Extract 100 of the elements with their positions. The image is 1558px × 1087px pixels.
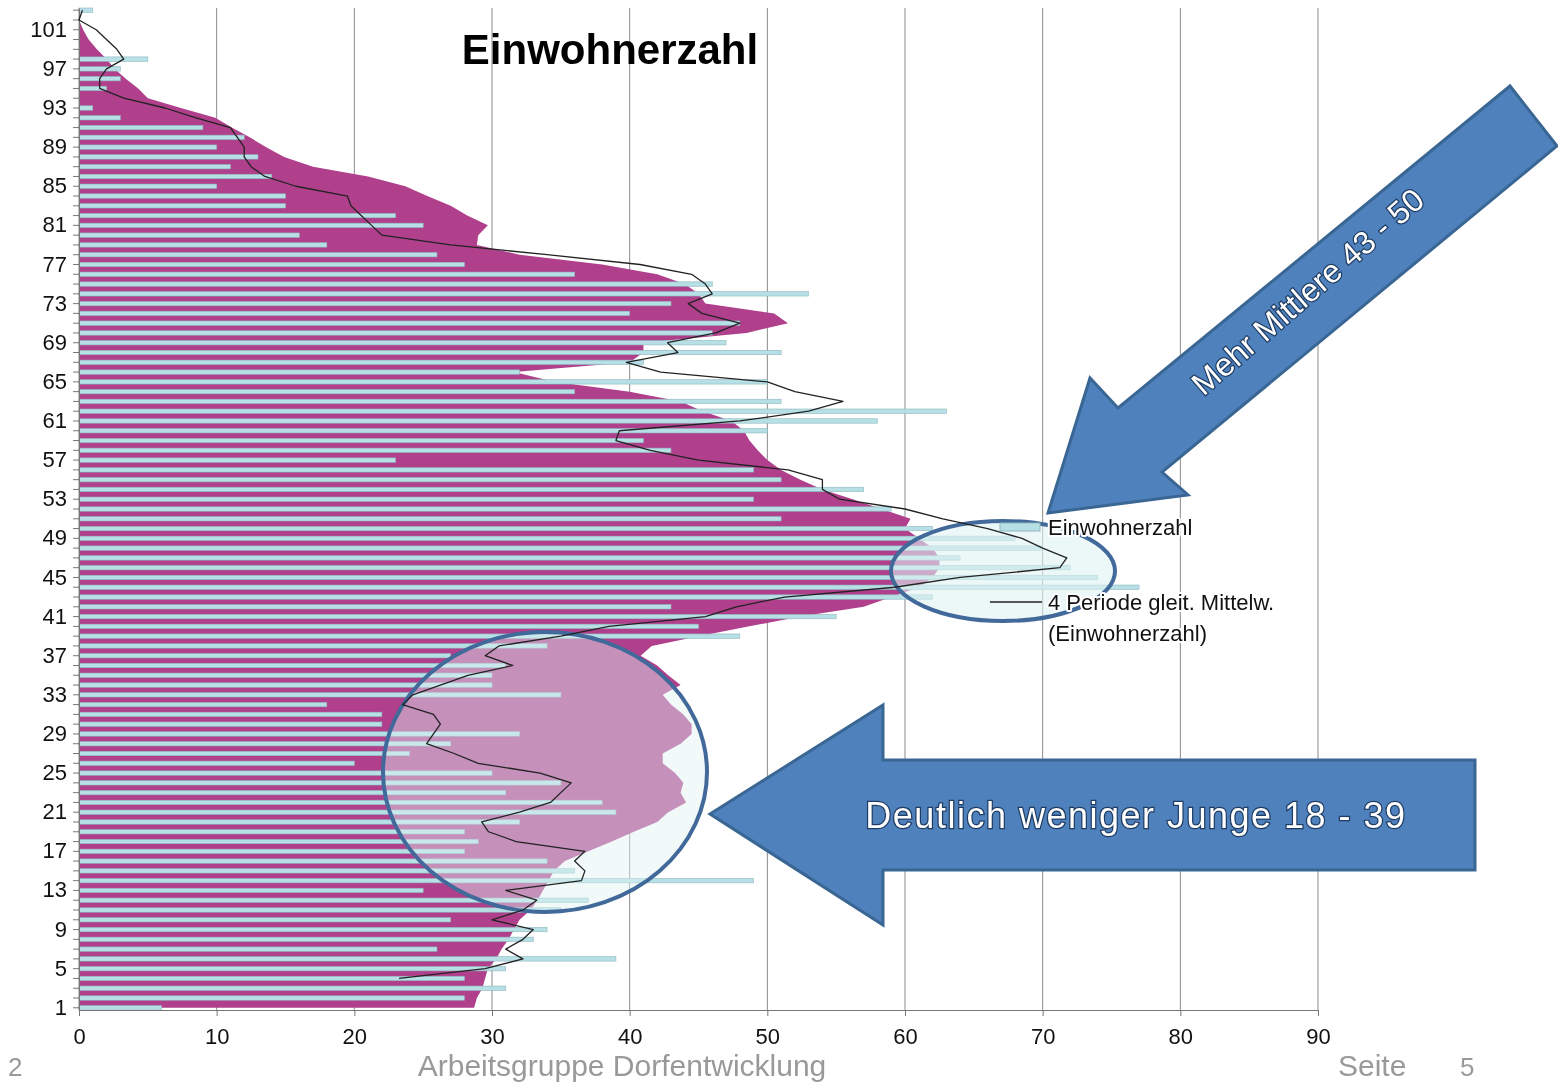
x-tick-label: 50 bbox=[755, 1023, 781, 1049]
bar bbox=[78, 633, 741, 639]
bar bbox=[78, 203, 286, 209]
x-tick-label: 30 bbox=[480, 1023, 505, 1049]
bar bbox=[78, 526, 933, 532]
bar bbox=[78, 496, 754, 502]
bar bbox=[78, 183, 217, 189]
bar bbox=[78, 271, 575, 277]
bar bbox=[78, 682, 493, 688]
bar bbox=[78, 398, 782, 404]
bar bbox=[78, 193, 286, 199]
bar bbox=[78, 320, 741, 326]
bar bbox=[78, 438, 644, 444]
bar bbox=[78, 907, 562, 913]
y-tick-label: 49 bbox=[42, 525, 67, 551]
y-tick-label: 81 bbox=[42, 212, 67, 238]
y-tick-label: 61 bbox=[42, 408, 67, 434]
y-tick-label: 65 bbox=[42, 368, 67, 394]
bar bbox=[78, 985, 507, 991]
bar bbox=[78, 535, 1016, 541]
bar bbox=[78, 105, 94, 111]
bar bbox=[78, 692, 562, 698]
bar bbox=[78, 643, 548, 649]
bar bbox=[78, 125, 204, 131]
bar bbox=[78, 545, 1043, 551]
bar bbox=[78, 878, 754, 884]
bar bbox=[78, 359, 644, 365]
bar bbox=[78, 340, 727, 346]
bar bbox=[78, 66, 121, 72]
bar bbox=[78, 301, 672, 307]
chart-title: Einwohnerzahl bbox=[461, 26, 759, 73]
bar bbox=[78, 731, 520, 737]
bar bbox=[78, 809, 617, 815]
y-tick-label: 9 bbox=[54, 916, 67, 942]
bar bbox=[78, 721, 383, 727]
bar bbox=[78, 672, 493, 678]
bar bbox=[78, 369, 520, 375]
bar bbox=[78, 389, 575, 395]
bar bbox=[78, 623, 699, 629]
bar bbox=[78, 829, 465, 835]
y-tick-label: 25 bbox=[42, 760, 67, 786]
bar bbox=[78, 7, 94, 13]
bar bbox=[78, 56, 149, 62]
bar bbox=[78, 848, 465, 854]
y-tick-label: 57 bbox=[42, 447, 67, 473]
bar bbox=[78, 213, 396, 219]
y-tick-label: 33 bbox=[42, 681, 67, 707]
y-tick-label: 85 bbox=[42, 173, 67, 199]
bar bbox=[78, 653, 451, 659]
bar bbox=[78, 917, 451, 923]
bar bbox=[78, 242, 328, 248]
bar bbox=[78, 144, 217, 150]
bar bbox=[78, 604, 672, 610]
bar bbox=[78, 261, 465, 267]
bar bbox=[78, 574, 1099, 580]
bar bbox=[78, 134, 245, 140]
bar bbox=[78, 447, 672, 453]
bar bbox=[78, 799, 603, 805]
bar bbox=[78, 418, 878, 424]
x-tick-label: 90 bbox=[1306, 1023, 1331, 1049]
bar bbox=[78, 741, 451, 747]
x-tick-label: 10 bbox=[204, 1023, 230, 1049]
bar bbox=[78, 927, 548, 933]
bar bbox=[78, 232, 300, 238]
bar bbox=[78, 858, 548, 864]
bar bbox=[78, 173, 273, 179]
bar bbox=[78, 477, 782, 483]
bar bbox=[78, 868, 575, 874]
bar bbox=[78, 662, 507, 668]
y-tick-label: 29 bbox=[42, 720, 67, 746]
bar bbox=[78, 790, 507, 796]
text: Seite bbox=[1338, 1049, 1407, 1082]
x-tick-label: 0 bbox=[73, 1023, 86, 1049]
y-tick-label: 41 bbox=[42, 603, 67, 629]
bar bbox=[78, 252, 438, 258]
bar bbox=[78, 506, 892, 512]
y-tick-label: 101 bbox=[30, 16, 67, 42]
bar bbox=[78, 281, 713, 287]
bar bbox=[78, 614, 837, 620]
x-tick-label: 70 bbox=[1030, 1023, 1056, 1049]
bar bbox=[78, 995, 465, 1001]
bar bbox=[78, 350, 782, 356]
bar bbox=[78, 516, 782, 522]
bar bbox=[78, 76, 121, 82]
bar bbox=[78, 946, 438, 952]
bar bbox=[78, 154, 259, 160]
bar bbox=[78, 164, 231, 170]
y-tick-label: 5 bbox=[54, 955, 67, 981]
bar bbox=[78, 222, 424, 228]
text: 5 bbox=[1460, 1052, 1475, 1082]
bar bbox=[78, 751, 410, 757]
bar bbox=[78, 936, 534, 942]
bar bbox=[78, 467, 754, 473]
bar bbox=[78, 457, 396, 463]
x-tick-label: 40 bbox=[617, 1023, 643, 1049]
bar bbox=[78, 330, 713, 336]
text: Arbeitsgruppe Dorfentwicklung bbox=[417, 1049, 827, 1082]
bar bbox=[78, 408, 947, 414]
annotation: Deutlich weniger Junge 18 - 39 bbox=[865, 795, 1407, 836]
y-tick-label: 89 bbox=[42, 134, 67, 160]
